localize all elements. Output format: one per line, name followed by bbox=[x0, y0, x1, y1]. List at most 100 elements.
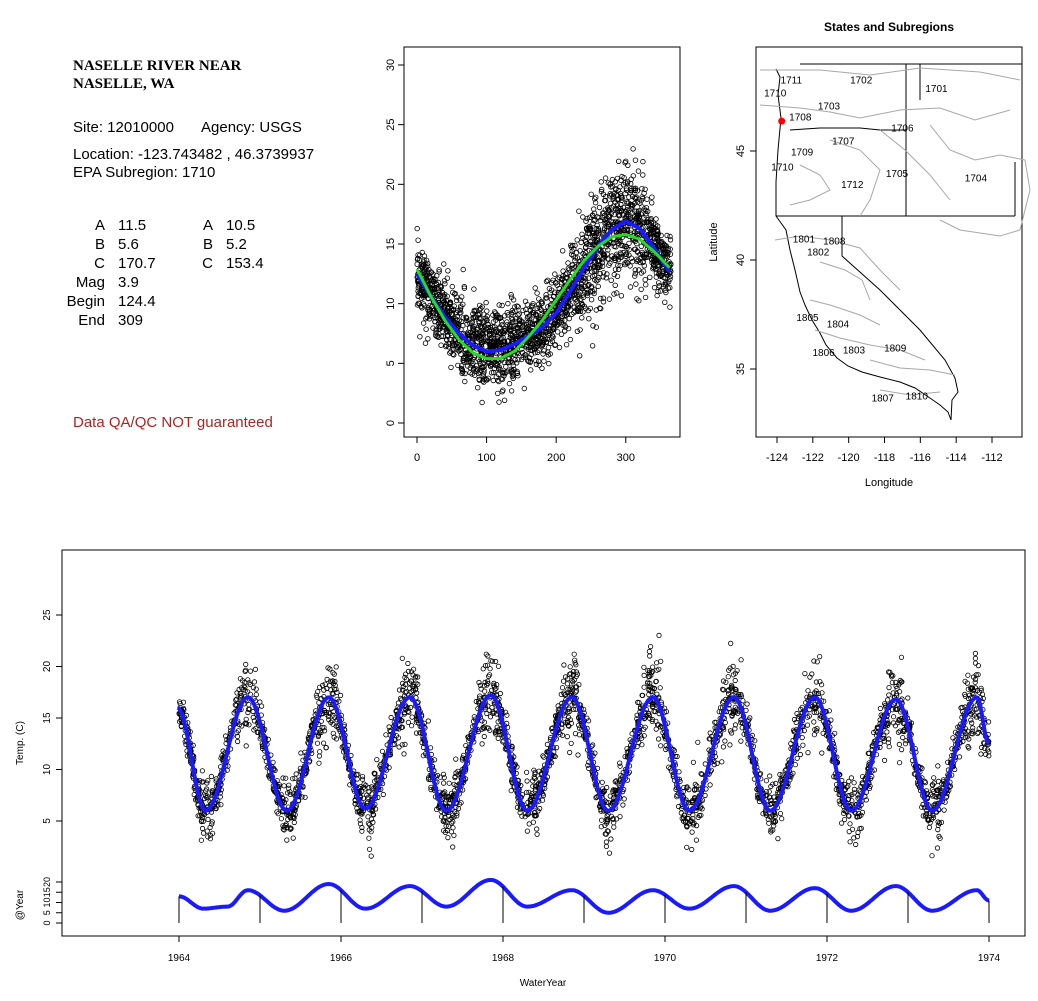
data-point bbox=[719, 686, 726, 692]
data-point bbox=[449, 343, 455, 349]
data-point bbox=[634, 743, 640, 750]
data-point bbox=[534, 290, 540, 296]
qaqc-warning: Data QA/QC NOT guaranteed bbox=[73, 414, 273, 431]
data-point bbox=[512, 318, 518, 325]
data-point bbox=[978, 751, 984, 757]
data-point bbox=[436, 267, 442, 273]
data-point bbox=[779, 816, 785, 822]
data-point bbox=[642, 724, 648, 730]
data-point bbox=[432, 318, 438, 325]
data-point bbox=[417, 334, 423, 340]
data-point bbox=[884, 697, 891, 703]
data-point bbox=[537, 805, 543, 812]
data-point bbox=[322, 681, 328, 687]
data-point bbox=[443, 342, 450, 348]
data-point bbox=[403, 704, 409, 710]
data-point bbox=[579, 231, 585, 237]
data-point bbox=[643, 207, 649, 214]
data-point bbox=[620, 802, 626, 808]
region-label: 1702 bbox=[850, 75, 873, 86]
data-point bbox=[509, 315, 515, 322]
data-point bbox=[361, 781, 367, 787]
data-point bbox=[655, 288, 661, 295]
data-point bbox=[462, 370, 468, 377]
data-point bbox=[615, 237, 621, 243]
data-point bbox=[577, 327, 583, 333]
data-point bbox=[463, 314, 469, 320]
data-point bbox=[919, 804, 925, 810]
data-point bbox=[725, 674, 731, 680]
data-point bbox=[545, 277, 551, 283]
data-point bbox=[398, 724, 404, 731]
data-point bbox=[980, 695, 986, 702]
data-point bbox=[485, 324, 491, 331]
data-point bbox=[584, 215, 590, 222]
data-point bbox=[936, 833, 942, 840]
data-point bbox=[432, 290, 438, 296]
data-point bbox=[507, 334, 513, 341]
data-point bbox=[622, 753, 628, 760]
data-point bbox=[575, 306, 582, 312]
data-point bbox=[515, 312, 521, 318]
data-point bbox=[493, 329, 499, 335]
data-point bbox=[565, 265, 571, 272]
data-point bbox=[330, 691, 336, 697]
data-point bbox=[428, 786, 434, 793]
data-point bbox=[485, 375, 492, 381]
data-point bbox=[543, 278, 550, 285]
region-label: 1701 bbox=[925, 84, 948, 95]
data-point bbox=[493, 340, 499, 346]
data-point bbox=[763, 778, 770, 784]
data-point bbox=[681, 812, 687, 818]
data-point bbox=[402, 709, 408, 716]
data-point bbox=[640, 253, 647, 260]
data-point bbox=[433, 326, 439, 333]
data-point bbox=[711, 761, 717, 768]
data-point bbox=[565, 714, 572, 720]
param-value: 10.5 bbox=[226, 217, 256, 234]
data-point bbox=[612, 778, 618, 785]
data-point bbox=[528, 304, 535, 310]
data-point bbox=[743, 707, 749, 714]
data-point bbox=[896, 760, 903, 766]
subregion-boundaries bbox=[759, 67, 1031, 396]
time-series-panel: 1964 1966 1968 1970 1972 19745101520250510152… bbox=[15, 549, 1026, 989]
data-point bbox=[592, 196, 598, 202]
data-point bbox=[530, 819, 537, 825]
data-point bbox=[725, 691, 732, 697]
region-label: 1807 bbox=[872, 394, 895, 405]
data-point bbox=[770, 781, 776, 787]
data-point bbox=[568, 242, 574, 248]
data-point bbox=[545, 344, 552, 351]
data-point bbox=[298, 750, 304, 756]
data-point bbox=[582, 276, 589, 282]
data-point bbox=[366, 846, 373, 852]
data-point bbox=[515, 350, 522, 357]
data-point bbox=[965, 728, 971, 734]
data-point bbox=[447, 308, 453, 314]
data-point bbox=[203, 788, 209, 794]
data-point bbox=[580, 309, 586, 315]
region-label: 1712 bbox=[841, 180, 864, 191]
green-fit-line bbox=[415, 232, 671, 361]
data-point bbox=[398, 717, 404, 723]
data-point bbox=[973, 706, 980, 712]
data-point bbox=[637, 200, 643, 206]
data-point bbox=[440, 780, 447, 786]
data-point bbox=[555, 703, 561, 709]
data-point bbox=[589, 343, 596, 349]
data-point bbox=[707, 782, 713, 788]
data-point bbox=[650, 224, 657, 230]
data-point bbox=[643, 282, 649, 288]
data-point bbox=[597, 262, 603, 268]
data-point bbox=[445, 268, 451, 274]
data-point bbox=[662, 299, 668, 305]
data-point bbox=[448, 364, 454, 371]
data-point bbox=[488, 337, 494, 343]
data-point bbox=[585, 283, 591, 289]
data-point bbox=[420, 320, 427, 326]
data-point bbox=[514, 303, 520, 309]
data-point bbox=[653, 216, 659, 222]
data-point bbox=[600, 251, 606, 257]
